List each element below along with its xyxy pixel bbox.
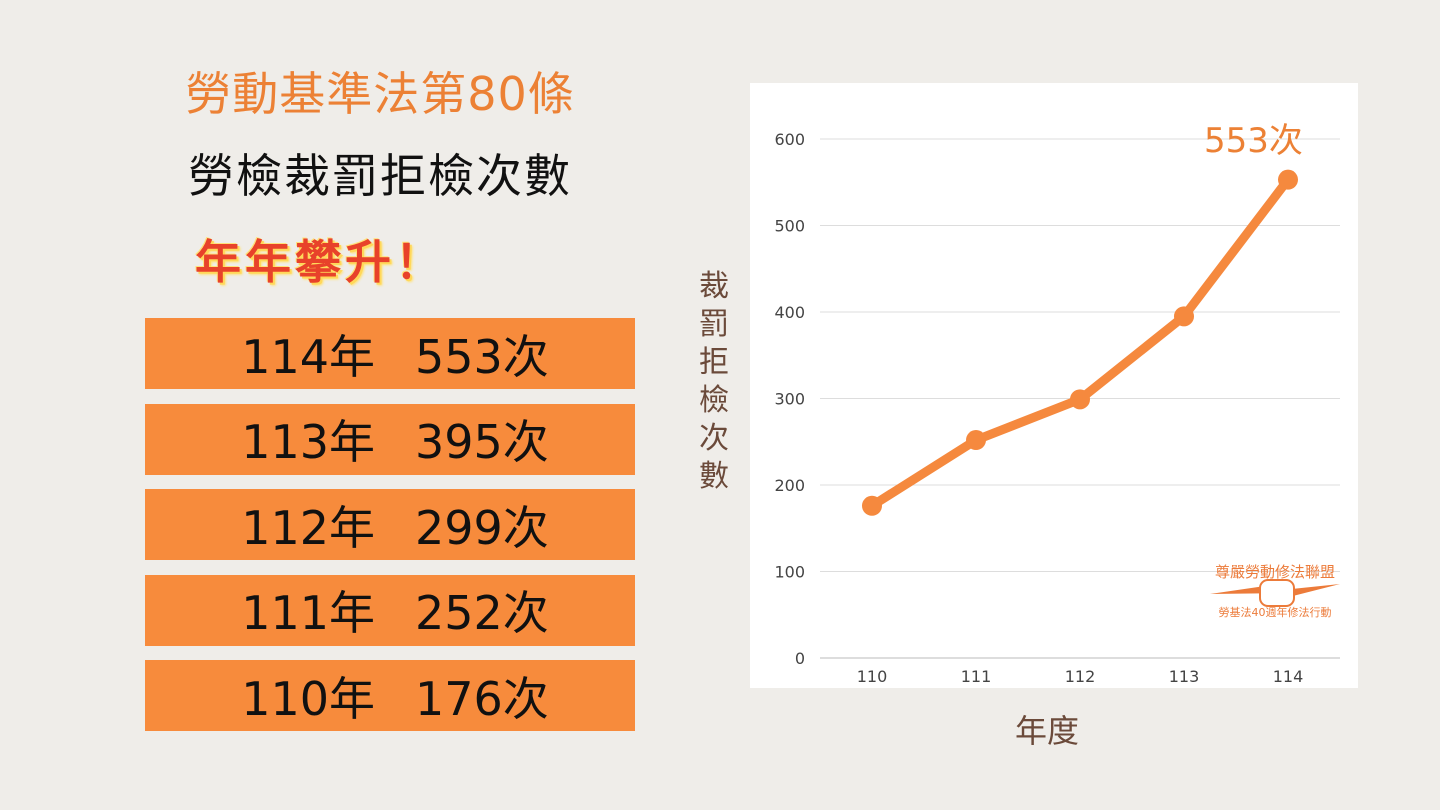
table-row: 114年 553次 [145, 318, 635, 389]
y-tick-label: 600 [774, 130, 805, 149]
row-count: 553次 [415, 329, 549, 384]
y-tick-label: 200 [774, 476, 805, 495]
peak-annotation: 553次 [1204, 121, 1303, 161]
y-tick-label: 400 [774, 303, 805, 322]
svg-text:尊嚴勞動修法聯盟: 尊嚴勞動修法聯盟 [1215, 563, 1335, 581]
x-tick-label: 112 [1065, 667, 1096, 686]
title-line-3: 年年攀升！ [195, 235, 445, 289]
series-line [867, 175, 1293, 511]
y-tick-label: 300 [774, 390, 805, 409]
x-tick-label: 113 [1169, 667, 1200, 686]
data-point [1278, 169, 1298, 190]
row-count: 395次 [415, 415, 549, 469]
y-tick-label: 100 [774, 563, 805, 582]
row-year: 110年 [241, 671, 375, 726]
table-row: 111年 252次 [145, 574, 635, 646]
row-count: 252次 [415, 586, 549, 640]
chart-area [750, 83, 1358, 688]
fist-logo-icon: 尊嚴勞動修法聯盟 勞基法40週年修法行動 [1210, 563, 1340, 619]
x-tick-label: 114 [1273, 667, 1304, 686]
data-point [1070, 389, 1090, 410]
title-line-1: 勞動基準法第80條 [185, 67, 575, 121]
table-row: 113年 395次 [145, 403, 635, 475]
data-point [1174, 306, 1194, 327]
table-row: 110年 176次 [145, 660, 635, 731]
data-point [966, 430, 986, 451]
row-year: 112年 [241, 500, 375, 555]
row-year: 114年 [241, 329, 375, 384]
y-tick-label: 500 [774, 217, 805, 236]
yearly-count-table: 114年 553次 113年 395次 112年 299次 111年 252次 110年… [145, 318, 635, 746]
alliance-logo: 尊嚴勞動修法聯盟 勞基法40週年修法行動 [1205, 560, 1345, 622]
title-line-2: 勞檢裁罰拒檢次數 [188, 149, 572, 203]
y-tick-label: 0 [795, 649, 805, 668]
x-tick-label: 111 [961, 667, 992, 686]
svg-text:勞基法40週年修法行動: 勞基法40週年修法行動 [1219, 605, 1332, 619]
table-row: 112年 299次 [145, 489, 635, 560]
x-tick-label: 110 [857, 667, 888, 686]
row-count: 299次 [415, 500, 549, 555]
row-count: 176次 [415, 671, 549, 726]
y-axis-label: 裁罰拒檢次數 [699, 269, 729, 494]
row-year: 111年 [241, 586, 375, 640]
data-point [862, 495, 882, 516]
row-year: 113年 [241, 415, 375, 469]
x-axis-label: 年度 [1015, 712, 1080, 750]
